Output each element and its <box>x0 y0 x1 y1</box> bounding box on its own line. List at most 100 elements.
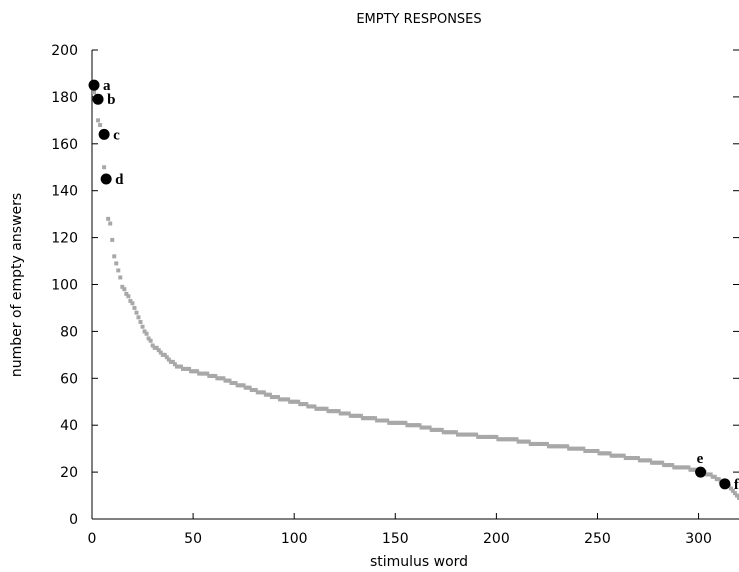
data-point <box>110 237 115 242</box>
data-point <box>571 446 576 451</box>
data-point <box>710 474 715 479</box>
data-point <box>686 465 691 470</box>
data-point <box>563 444 568 449</box>
data-point <box>298 402 303 407</box>
data-point <box>496 437 501 442</box>
data-point <box>737 495 739 500</box>
data-point <box>197 371 202 376</box>
data-point <box>581 446 586 451</box>
data-point <box>379 418 384 423</box>
y-tick-label: 80 <box>60 324 78 340</box>
x-tick-label: 0 <box>88 531 97 547</box>
data-point <box>544 441 549 446</box>
data-point <box>302 402 307 407</box>
data-point <box>708 472 713 477</box>
data-point <box>514 437 519 442</box>
data-point <box>282 397 287 402</box>
data-point <box>437 427 442 432</box>
data-point <box>393 420 398 425</box>
data-point <box>176 364 181 369</box>
data-point <box>403 420 408 425</box>
data-point <box>486 434 491 439</box>
data-point <box>120 284 125 289</box>
data-point <box>191 369 196 374</box>
highlight-point-b <box>92 93 104 105</box>
data-point <box>348 413 353 418</box>
data-point <box>219 376 224 381</box>
data-point <box>160 352 165 357</box>
data-point <box>472 432 477 437</box>
data-point <box>419 425 424 430</box>
y-tick-label: 0 <box>69 512 78 528</box>
data-point <box>648 458 653 463</box>
data-point <box>415 423 420 428</box>
data-point <box>559 444 564 449</box>
data-point <box>468 432 473 437</box>
data-point <box>118 275 123 280</box>
data-point <box>128 298 133 303</box>
data-point <box>476 434 481 439</box>
data-point <box>407 423 412 428</box>
data-point <box>225 378 230 383</box>
highlight-point-a <box>88 79 100 91</box>
data-point <box>611 453 616 458</box>
data-point <box>532 441 537 446</box>
data-point <box>300 402 305 407</box>
data-point <box>646 458 651 463</box>
data-point <box>613 453 618 458</box>
data-point <box>338 411 343 416</box>
data-point <box>217 376 222 381</box>
data-point <box>480 434 485 439</box>
data-point <box>405 423 410 428</box>
data-point <box>389 420 394 425</box>
data-point <box>371 416 376 421</box>
data-point <box>193 369 198 374</box>
data-point <box>510 437 515 442</box>
data-point <box>229 380 234 385</box>
data-point <box>457 432 462 437</box>
data-point <box>245 385 250 390</box>
point-letter-d: d <box>115 172 124 188</box>
data-point <box>520 439 525 444</box>
data-point <box>641 458 646 463</box>
data-point <box>259 390 264 395</box>
data-point <box>92 90 97 95</box>
data-point <box>180 366 185 371</box>
data-point <box>316 406 321 411</box>
data-point <box>593 448 598 453</box>
data-points <box>90 83 739 500</box>
data-point <box>609 453 614 458</box>
data-point <box>567 446 572 451</box>
data-point <box>666 463 671 468</box>
data-point <box>577 446 582 451</box>
data-point <box>314 406 319 411</box>
data-point <box>269 395 274 400</box>
data-point <box>170 359 175 364</box>
data-point <box>152 345 157 350</box>
data-point <box>591 448 596 453</box>
data-point <box>447 430 452 435</box>
point-letter-c: c <box>113 127 120 143</box>
data-point <box>369 416 374 421</box>
data-point <box>148 338 153 343</box>
data-point <box>524 439 529 444</box>
data-point <box>409 423 414 428</box>
data-point <box>294 399 299 404</box>
data-point <box>423 425 428 430</box>
data-point <box>492 434 497 439</box>
data-point <box>385 418 390 423</box>
data-point <box>413 423 418 428</box>
data-point <box>672 465 677 470</box>
data-point <box>668 463 673 468</box>
data-point <box>227 378 232 383</box>
data-point <box>680 465 685 470</box>
data-point <box>502 437 507 442</box>
data-point <box>168 359 173 364</box>
data-point <box>470 432 475 437</box>
point-letter-b: b <box>107 92 115 108</box>
data-point <box>358 413 363 418</box>
highlight-point-c <box>98 128 110 140</box>
data-point <box>688 467 693 472</box>
data-point <box>498 437 503 442</box>
